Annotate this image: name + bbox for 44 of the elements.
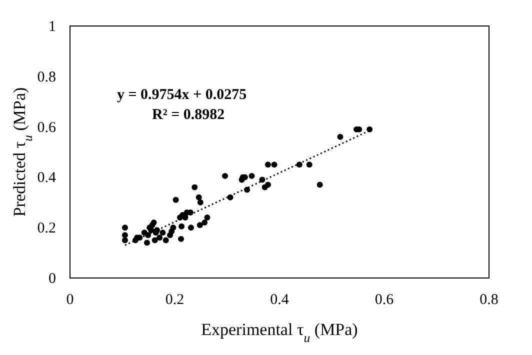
point — [202, 220, 208, 226]
y-tick-label: 0 — [48, 271, 56, 287]
point — [264, 182, 271, 188]
point — [122, 232, 128, 238]
point — [204, 214, 210, 221]
point — [264, 162, 271, 168]
y-tick-label: 0.2 — [37, 220, 56, 237]
point — [122, 224, 128, 231]
point — [196, 194, 202, 200]
point — [156, 234, 163, 241]
point — [178, 236, 184, 242]
point — [197, 199, 204, 206]
annotation: y = 0.9754x + 0.0275 — [117, 87, 247, 103]
point — [170, 224, 176, 231]
point — [192, 184, 198, 190]
x-tick-label: 0.6 — [374, 292, 394, 308]
point — [162, 237, 169, 244]
x-tick-label: 0.2 — [165, 292, 184, 308]
point — [150, 220, 157, 226]
x-tick-label: 0.4 — [270, 292, 290, 308]
point — [160, 230, 166, 236]
point — [188, 224, 194, 231]
point — [152, 237, 158, 244]
point — [148, 227, 154, 234]
y-tick-label: 0.4 — [37, 170, 56, 186]
y-tick-label: 0.8 — [37, 69, 56, 86]
x-tick-label: 0 — [66, 292, 74, 308]
point — [316, 182, 323, 188]
point — [337, 134, 344, 140]
point — [248, 172, 255, 179]
y-tick-label: 1 — [48, 19, 56, 35]
point — [222, 172, 228, 179]
annotation: R² = 0.8982 — [152, 107, 225, 123]
x-tick-label: 0.8 — [480, 292, 498, 308]
point — [144, 240, 150, 246]
y-tick-label: 0.6 — [37, 120, 56, 136]
point — [178, 223, 185, 230]
point — [145, 232, 152, 238]
point — [271, 162, 278, 168]
point — [196, 222, 203, 228]
point — [172, 196, 179, 203]
point — [306, 162, 312, 168]
x-axis-title: Experimental τ$_{u}$ (MPa) — [201, 320, 358, 345]
point — [122, 237, 128, 244]
